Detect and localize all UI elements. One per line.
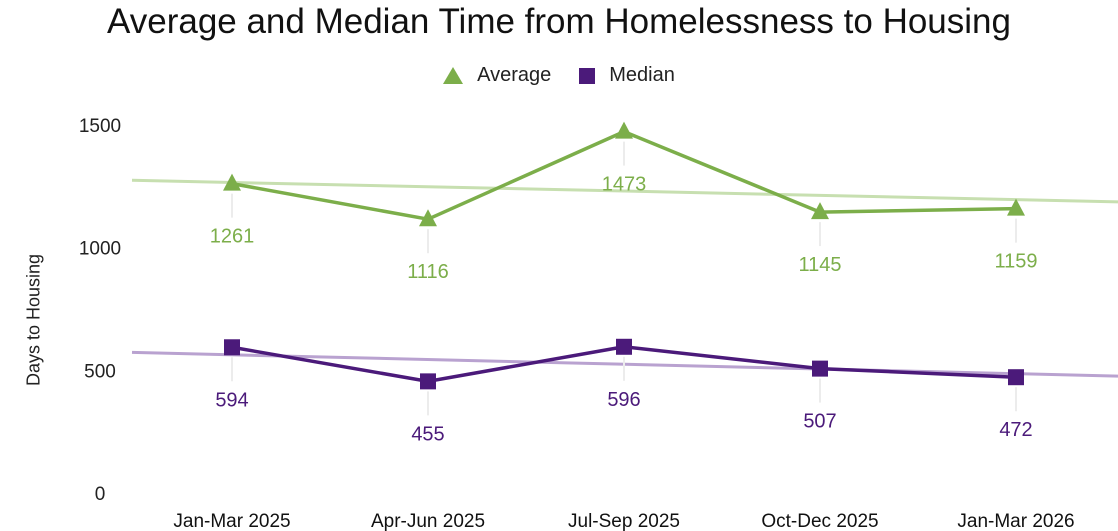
y-tick-label: 0: [95, 484, 106, 505]
data-label-average: 1145: [798, 254, 841, 276]
data-point-average: [811, 202, 829, 220]
data-label-median: 455: [411, 423, 444, 445]
data-label-average: 1116: [407, 261, 449, 283]
data-point-median: [420, 373, 436, 390]
x-tick-label: Jul-Sep 2025: [568, 511, 680, 531]
legend-item-average[interactable]: Average: [443, 64, 551, 87]
legend-label-average: Average: [477, 64, 552, 86]
x-tick-label: Apr-Jun 2025: [371, 511, 485, 531]
series-average: 1261 1116 1473 1145 1159: [210, 121, 1038, 283]
chart-title: Average and Median Time from Homelessnes…: [107, 2, 1011, 41]
legend-item-median[interactable]: Median: [579, 64, 675, 87]
x-tick-label: Jan-Mar 2026: [957, 511, 1074, 531]
trendline-average: [131, 178, 1118, 204]
legend: Average Median: [0, 64, 1118, 87]
data-label-average: 1261: [210, 226, 255, 248]
data-label-median: 594: [215, 389, 248, 411]
legend-label-median: Median: [609, 64, 675, 86]
data-label-average: 1473: [602, 174, 647, 196]
y-tick-label: 1000: [79, 239, 121, 260]
x-tick-label: Jan-Mar 2025: [173, 511, 290, 531]
data-point-average: [223, 173, 241, 191]
data-point-median: [616, 338, 632, 355]
data-label-median: 507: [803, 411, 836, 433]
square-marker-icon: [579, 67, 596, 84]
data-point-median: [1008, 369, 1024, 386]
x-tick-label: Oct-Dec 2025: [761, 511, 878, 531]
data-point-average: [419, 209, 437, 227]
y-tick-label: 500: [84, 361, 116, 382]
data-point-average: [615, 121, 633, 139]
y-tick-label: 1500: [79, 116, 121, 137]
data-label-median: 472: [999, 419, 1032, 441]
triangle-marker-icon: [443, 67, 464, 84]
data-label-average: 1159: [994, 251, 1037, 273]
series-median: 594 455 596 507 472: [215, 338, 1033, 445]
data-point-average: [1007, 198, 1025, 216]
data-point-median: [812, 360, 828, 377]
data-label-median: 596: [607, 389, 640, 411]
data-point-median: [224, 339, 240, 356]
